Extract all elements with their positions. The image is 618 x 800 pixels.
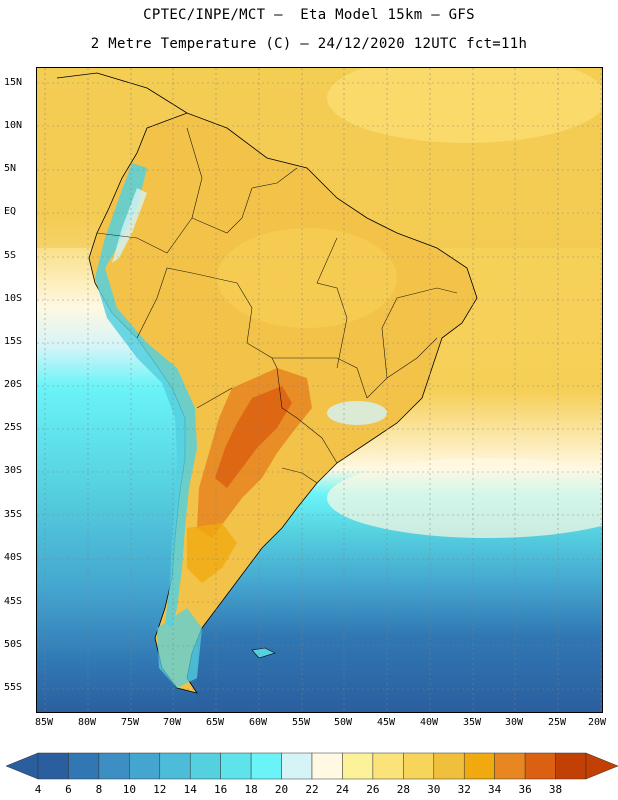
colorbar-swatch bbox=[159, 752, 191, 780]
lat-label: 5N bbox=[4, 163, 17, 174]
lat-label: 25S bbox=[4, 422, 23, 433]
colorbar-tick-label: 20 bbox=[274, 783, 289, 796]
lat-label: 30S bbox=[4, 465, 23, 476]
lat-label: 40S bbox=[4, 552, 23, 563]
colorbar-arrow-low bbox=[6, 752, 39, 780]
patagonia-warm bbox=[187, 523, 237, 583]
lat-label: 45S bbox=[4, 596, 23, 607]
colorbar-tick-label: 22 bbox=[305, 783, 319, 796]
lat-label: 5S bbox=[4, 250, 17, 261]
colorbar-tick-label: 28 bbox=[396, 783, 410, 796]
colorbar-swatch bbox=[463, 752, 495, 780]
map-canvas bbox=[37, 68, 602, 712]
southeast-brazil-cool bbox=[327, 401, 387, 425]
lat-label: 50S bbox=[4, 639, 23, 650]
south-atlantic-cool bbox=[327, 458, 602, 538]
caribbean-warm bbox=[327, 68, 602, 143]
country-borders bbox=[96, 127, 458, 484]
colorbar-tick-label: 8 bbox=[95, 783, 103, 796]
andes-cold-strip bbox=[95, 163, 197, 628]
colorbar-tick-label: 38 bbox=[548, 783, 563, 796]
colorbar-tick-label: 26 bbox=[366, 783, 380, 796]
colorbar-swatch bbox=[342, 752, 374, 780]
lon-label: 55W bbox=[291, 717, 311, 728]
patagonia-south-cool bbox=[157, 608, 202, 688]
colorbar-tick-label: 32 bbox=[457, 783, 471, 796]
colorbar-swatch bbox=[555, 752, 587, 780]
lon-label: 45W bbox=[376, 717, 396, 728]
lon-label: 60W bbox=[248, 717, 268, 728]
lat-label: 15S bbox=[4, 336, 23, 347]
colorbar-swatch bbox=[524, 752, 556, 780]
colorbar-swatch bbox=[189, 752, 221, 780]
lon-label: 80W bbox=[77, 717, 97, 728]
colorbar-tick-label: 34 bbox=[488, 783, 502, 796]
lat-label: 20S bbox=[4, 379, 23, 390]
colorbar-tick-label: 16 bbox=[214, 783, 228, 796]
lon-label: 65W bbox=[205, 717, 225, 728]
lat-label: 10S bbox=[4, 293, 23, 304]
lon-label: 35W bbox=[462, 717, 482, 728]
lon-label: 70W bbox=[162, 717, 182, 728]
colorbar-tick-label: 36 bbox=[518, 783, 532, 796]
lon-label: 20W bbox=[587, 717, 607, 728]
colorbar-tick-label: 14 bbox=[183, 783, 197, 796]
colorbar-swatch bbox=[281, 752, 313, 780]
lat-label: EQ bbox=[4, 206, 17, 217]
colorbar-swatch bbox=[129, 752, 161, 780]
andes-snow bbox=[112, 188, 147, 263]
colorbar-swatch bbox=[494, 752, 526, 780]
lat-label: 10N bbox=[4, 120, 23, 131]
lat-label: 55S bbox=[4, 682, 23, 693]
colorbar-swatch bbox=[98, 752, 130, 780]
colorbar-arrow-high bbox=[585, 752, 618, 780]
colorbar-swatch bbox=[37, 752, 69, 780]
colorbar-swatch bbox=[311, 752, 343, 780]
lat-label: 15N bbox=[4, 77, 23, 88]
falkland-islands bbox=[251, 647, 276, 659]
colorbar-swatch bbox=[372, 752, 404, 780]
chart-title-line2: 2 Metre Temperature (C) – 24/12/2020 12U… bbox=[90, 36, 528, 52]
lon-label: 30W bbox=[504, 717, 524, 728]
colorbar-swatch bbox=[250, 752, 282, 780]
chart-title-line1: CPTEC/INPE/MCT – Eta Model 15km – GFS bbox=[143, 7, 475, 23]
colorbar-tick-label: 30 bbox=[427, 783, 441, 796]
colorbar-tick-label: 10 bbox=[122, 783, 136, 796]
very-hot-core bbox=[215, 386, 292, 488]
colorbar-swatch bbox=[403, 752, 435, 780]
colorbar-tick-label: 4 bbox=[34, 783, 42, 796]
colorbar-tick-label: 24 bbox=[335, 783, 350, 796]
amazon-warm bbox=[217, 228, 397, 328]
colorbar-tick-label: 12 bbox=[153, 783, 167, 796]
temperature-map bbox=[36, 67, 603, 713]
colorbar-swatch bbox=[220, 752, 252, 780]
colorbar-tick-label: 6 bbox=[65, 783, 72, 796]
temperature-colorbar bbox=[6, 752, 618, 780]
colorbar-tick-label: 18 bbox=[244, 783, 258, 796]
lon-label: 40W bbox=[419, 717, 439, 728]
caribbean-coast bbox=[56, 72, 188, 114]
colorbar-swatch bbox=[68, 752, 100, 780]
lon-label: 75W bbox=[120, 717, 140, 728]
lon-label: 50W bbox=[333, 717, 353, 728]
lat-label: 35S bbox=[4, 509, 23, 520]
lon-label: 85W bbox=[34, 717, 54, 728]
colorbar-swatch bbox=[433, 752, 465, 780]
lon-label: 25W bbox=[547, 717, 567, 728]
